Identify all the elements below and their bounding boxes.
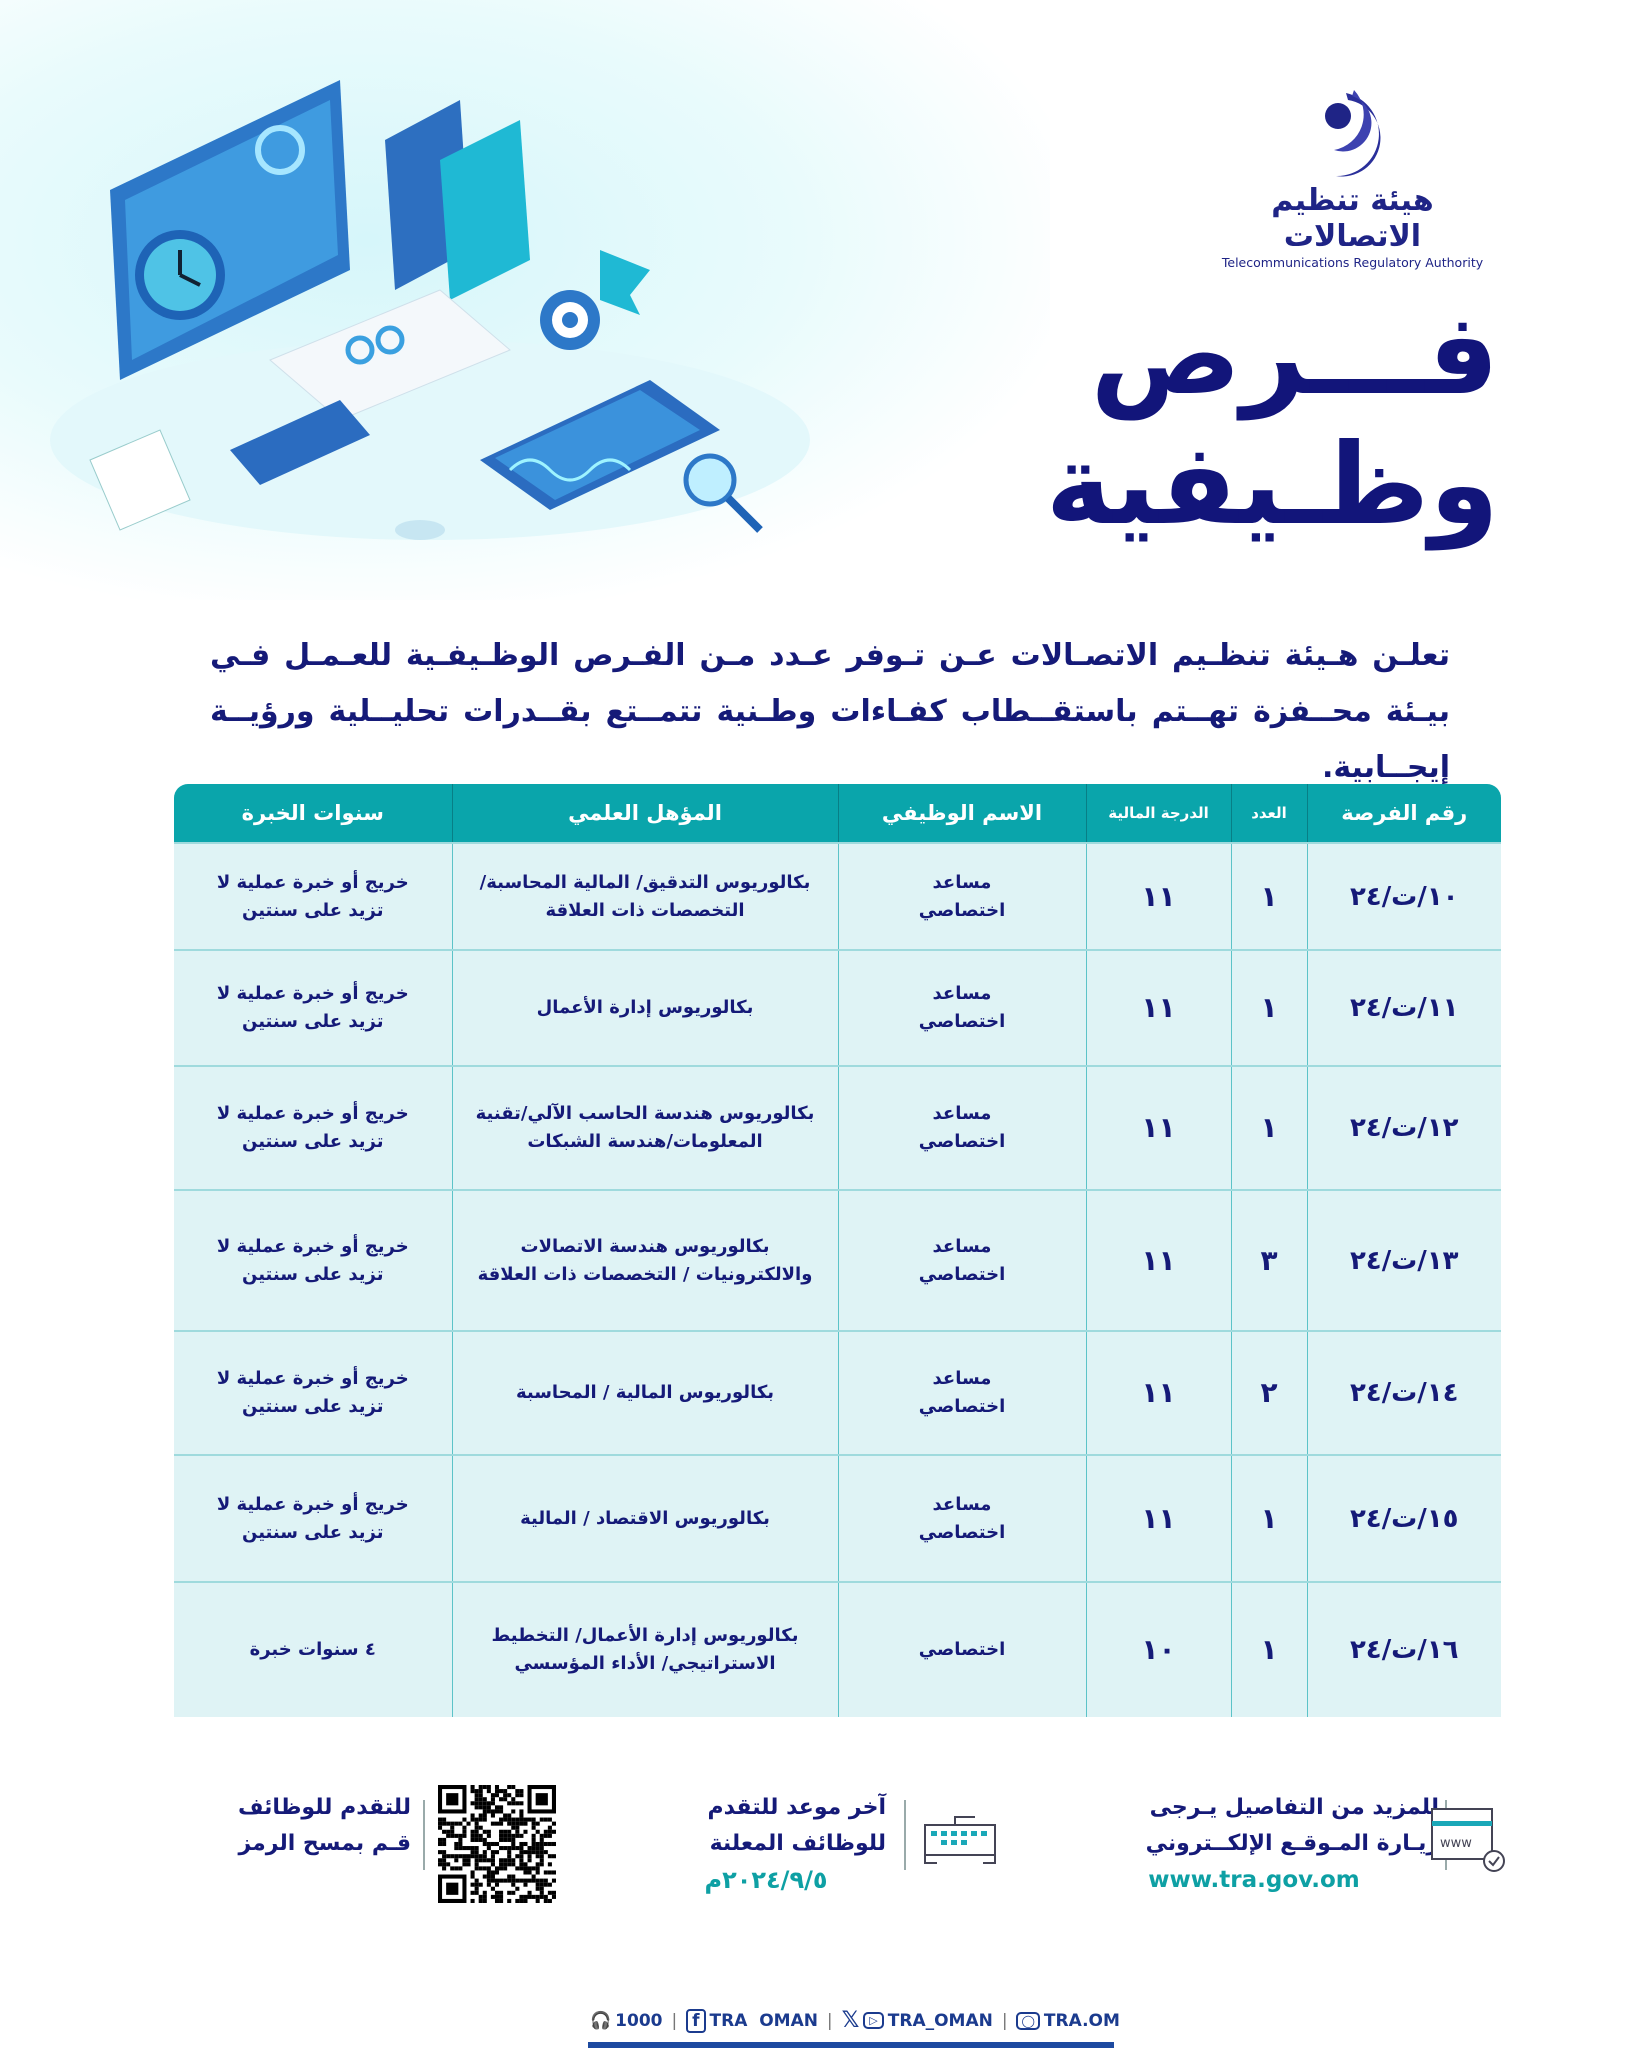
cell-count: ١: [1230, 949, 1307, 1066]
cell-experience: خريج أو خبرة عملية لا تزيد على سنتين: [174, 1454, 452, 1582]
www-browser-icon: www: [1431, 1808, 1505, 1872]
cell-grade: ١١: [1085, 842, 1231, 950]
header-id: رقم الفرصة: [1306, 784, 1501, 843]
cell-qualification: بكالوريوس الاقتصاد / المالية: [451, 1454, 838, 1582]
cell-job-title: مساعد اختصاصي: [837, 1330, 1086, 1455]
cell-job-title: مساعد اختصاصي: [837, 1189, 1086, 1331]
cell-count: ٣: [1230, 1189, 1307, 1331]
header-qualification: المؤهل العلمي: [451, 784, 838, 843]
qr-code[interactable]: [438, 1785, 556, 1903]
facebook-icon: f: [686, 2008, 706, 2033]
x-youtube-link[interactable]: 𝕏 ▷ TRA_OMAN: [841, 2008, 993, 2033]
cell-grade: ١٠: [1085, 1581, 1231, 1717]
cell-experience: ٤ سنوات خبرة: [174, 1581, 452, 1717]
cell-grade: ١١: [1085, 1189, 1231, 1331]
table-row: ١٦/ت/٢٤ ١ ١٠ اختصاصي بكالوريوس إدارة الأعمال…: [174, 1581, 1501, 1717]
cell-qualification: بكالوريوس المالية / المحاسبة: [451, 1330, 838, 1455]
tra-logo-mark: [1324, 90, 1380, 177]
instagram-link[interactable]: ◯ TRA.OM: [1016, 2011, 1120, 2031]
cell-experience: خريج أو خبرة عملية لا تزيد على سنتين: [174, 842, 452, 950]
cell-qualification: بكالوريوس إدارة الأعمال/ التخطيط الاسترا…: [451, 1581, 838, 1717]
page-title: فـــرص وظـيفية: [1045, 290, 1499, 550]
cell-qualification: بكالوريوس التدقيق/ المالية المحاسبة/ الت…: [451, 842, 838, 950]
cell-experience: خريج أو خبرة عملية لا تزيد على سنتين: [174, 1065, 452, 1190]
cell-grade: ١١: [1085, 1065, 1231, 1190]
table-row: ١٢/ت/٢٤ ١ ١١ مساعد اختصاصي بكالوريوس هندسة ا…: [174, 1065, 1501, 1190]
table-row: ١٤/ت/٢٤ ٢ ١١ مساعد اختصاصي بكالوريوس المالية…: [174, 1330, 1501, 1455]
website-info: للمزيد من التفاصيل يـرجى زيـارة المـوقـع…: [1069, 1790, 1439, 1898]
cell-opportunity-id: ١٣/ت/٢٤: [1306, 1189, 1501, 1331]
cell-opportunity-id: ١٠/ت/٢٤: [1306, 842, 1501, 950]
footer-bar: [588, 2042, 1114, 2048]
cell-opportunity-id: ١٥/ت/٢٤: [1306, 1454, 1501, 1582]
qr-info: للتقدم للوظائف قـم بمسح الرمز: [237, 1795, 411, 1856]
header-grade: الدرجة المالية: [1085, 784, 1231, 843]
table-row: ١٣/ت/٢٤ ٣ ١١ مساعد اختصاصي بكالوريوس هندسة ا…: [174, 1189, 1501, 1331]
keyboard-hands-icon: [924, 1816, 996, 1864]
cell-experience: خريج أو خبرة عملية لا تزيد على سنتين: [174, 1189, 452, 1331]
cell-job-title: اختصاصي: [837, 1581, 1086, 1717]
cell-count: ١: [1230, 1581, 1307, 1717]
instagram-icon: ◯: [1016, 2011, 1040, 2030]
cell-grade: ١١: [1085, 1330, 1231, 1455]
cell-experience: خريج أو خبرة عملية لا تزيد على سنتين: [174, 1330, 452, 1455]
deadline-info: آخر موعد للتقدم للوظائف المعلنة ٢٠٢٤/٩/٥…: [646, 1790, 886, 1898]
cell-opportunity-id: ١١/ت/٢٤: [1306, 949, 1501, 1066]
social-bar: 🎧 1000 | f TRA OMAN | 𝕏 ▷ TRA_OMAN | ◯ TRA.OM: [590, 2008, 1120, 2033]
phone-contact[interactable]: 🎧 1000: [590, 2010, 663, 2031]
cell-opportunity-id: ١٢/ت/٢٤: [1306, 1065, 1501, 1190]
cell-job-title: مساعد اختصاصي: [837, 949, 1086, 1066]
cell-count: ١: [1230, 1065, 1307, 1190]
facebook-link[interactable]: f TRA OMAN: [686, 2008, 818, 2033]
header-count: العدد: [1230, 784, 1307, 843]
deadline-date: ٢٠٢٤/٩/٥م: [704, 1866, 828, 1894]
youtube-icon: ▷: [863, 2012, 884, 2029]
cell-opportunity-id: ١٤/ت/٢٤: [1306, 1330, 1501, 1455]
cell-count: ١: [1230, 842, 1307, 950]
jobs-table: رقم الفرصة العدد الدرجة المالية الاسم ال…: [174, 784, 1501, 1717]
cell-qualification: بكالوريوس إدارة الأعمال: [451, 949, 838, 1066]
website-link[interactable]: www.tra.gov.om: [1148, 1867, 1360, 1893]
office-analytics-illustration: [50, 80, 810, 540]
cell-count: ٢: [1230, 1330, 1307, 1455]
tra-logo: هيئة تنظيم الاتصالات Telecommunications …: [1205, 88, 1500, 270]
cell-qualification: بكالوريوس هندسة الاتصالات والالكترونيات …: [451, 1189, 838, 1331]
cell-experience: خريج أو خبرة عملية لا تزيد على سنتين: [174, 949, 452, 1066]
cell-job-title: مساعد اختصاصي: [837, 842, 1086, 950]
cell-job-title: مساعد اختصاصي: [837, 1065, 1086, 1190]
table-row: ١٥/ت/٢٤ ١ ١١ مساعد اختصاصي بكالوريوس الاقتصا…: [174, 1454, 1501, 1582]
header-experience: سنوات الخبرة: [174, 784, 452, 843]
cell-grade: ١١: [1085, 1454, 1231, 1582]
svg-text:www: www: [1440, 1836, 1472, 1851]
cell-count: ١: [1230, 1454, 1307, 1582]
cell-grade: ١١: [1085, 949, 1231, 1066]
header-title: الاسم الوظيفي: [837, 784, 1086, 843]
cell-job-title: مساعد اختصاصي: [837, 1454, 1086, 1582]
cell-qualification: بكالوريوس هندسة الحاسب الآلي/تقنية المعل…: [451, 1065, 838, 1190]
table-row: ١٠/ت/٢٤ ١ ١١ مساعد اختصاصي بكالوريوس التدقيق…: [174, 842, 1501, 950]
table-row: ١١/ت/٢٤ ١ ١١ مساعد اختصاصي بكالوريوس إدارة ا…: [174, 949, 1501, 1066]
cell-opportunity-id: ١٦/ت/٢٤: [1306, 1581, 1501, 1717]
x-icon: 𝕏: [841, 2008, 860, 2033]
intro-paragraph: تعلـن هـيئة تنظـيم الاتصـالات عـن تـوفر …: [210, 638, 1450, 785]
table-header: رقم الفرصة العدد الدرجة المالية الاسم ال…: [174, 784, 1501, 843]
headset-icon: 🎧: [590, 2010, 612, 2031]
